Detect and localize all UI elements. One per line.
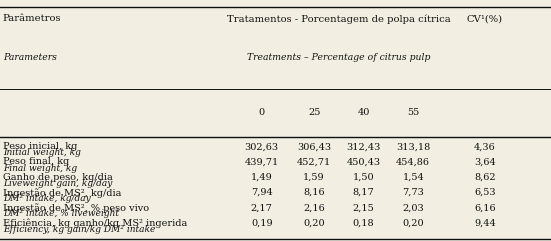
Text: 7,73: 7,73 [402,188,424,197]
Text: 2,15: 2,15 [353,203,375,212]
Text: 55: 55 [407,108,419,117]
Text: 2,16: 2,16 [303,203,325,212]
Text: Initial weight, kg: Initial weight, kg [3,148,80,157]
Text: 40: 40 [358,108,370,117]
Text: 4,36: 4,36 [474,142,496,151]
Text: Peso final, kg: Peso final, kg [3,157,69,167]
Text: Peso inicial, kg: Peso inicial, kg [3,142,77,151]
Text: 0: 0 [258,108,265,117]
Text: 6,53: 6,53 [474,188,496,197]
Text: 1,50: 1,50 [353,173,375,182]
Text: Tratamentos - Porcentagem de polpa cítrica: Tratamentos - Porcentagem de polpa cítri… [227,14,451,24]
Text: 0,19: 0,19 [251,219,273,228]
Text: Eficiência, kg ganho/kg MS² ingerida: Eficiência, kg ganho/kg MS² ingerida [3,219,187,228]
Text: Final weight, kg: Final weight, kg [3,164,77,173]
Text: 450,43: 450,43 [347,157,381,167]
Text: Ingestão de MS², % peso vivo: Ingestão de MS², % peso vivo [3,203,149,213]
Text: DM² intake, % liveweight: DM² intake, % liveweight [3,209,119,218]
Text: CV¹(%): CV¹(%) [467,14,503,23]
Text: Efficiency, kg gain/kg DM² intake: Efficiency, kg gain/kg DM² intake [3,225,155,234]
Text: 0,20: 0,20 [402,219,424,228]
Text: Ingestão de MS², kg/dia: Ingestão de MS², kg/dia [3,188,121,198]
Text: 25: 25 [308,108,320,117]
Text: Treatments – Percentage of citrus pulp: Treatments – Percentage of citrus pulp [247,53,430,62]
Text: 1,54: 1,54 [402,173,424,182]
Text: 2,03: 2,03 [402,203,424,212]
Text: 8,17: 8,17 [353,188,375,197]
Text: 454,86: 454,86 [396,157,430,167]
Text: 312,43: 312,43 [347,142,381,151]
Text: 452,71: 452,71 [297,157,331,167]
Text: 1,49: 1,49 [251,173,273,182]
Text: Liveweight gain, kg/day: Liveweight gain, kg/day [3,179,112,188]
Text: 8,62: 8,62 [474,173,496,182]
Text: 2,17: 2,17 [251,203,273,212]
Text: Parâmetros: Parâmetros [3,14,61,23]
Text: Ganho de peso, kg/dia: Ganho de peso, kg/dia [3,173,112,182]
Text: 6,16: 6,16 [474,203,496,212]
Text: 302,63: 302,63 [245,142,279,151]
Text: 313,18: 313,18 [396,142,430,151]
Text: 3,64: 3,64 [474,157,496,167]
Text: DM² intake, kg/day: DM² intake, kg/day [3,194,90,203]
Text: Parameters: Parameters [3,53,57,62]
Text: 7,94: 7,94 [251,188,273,197]
Text: 1,59: 1,59 [303,173,325,182]
Text: 0,18: 0,18 [353,219,375,228]
Text: 306,43: 306,43 [297,142,331,151]
Text: 0,20: 0,20 [303,219,325,228]
Text: 8,16: 8,16 [303,188,325,197]
Text: 9,44: 9,44 [474,219,496,228]
Text: 439,71: 439,71 [245,157,279,167]
